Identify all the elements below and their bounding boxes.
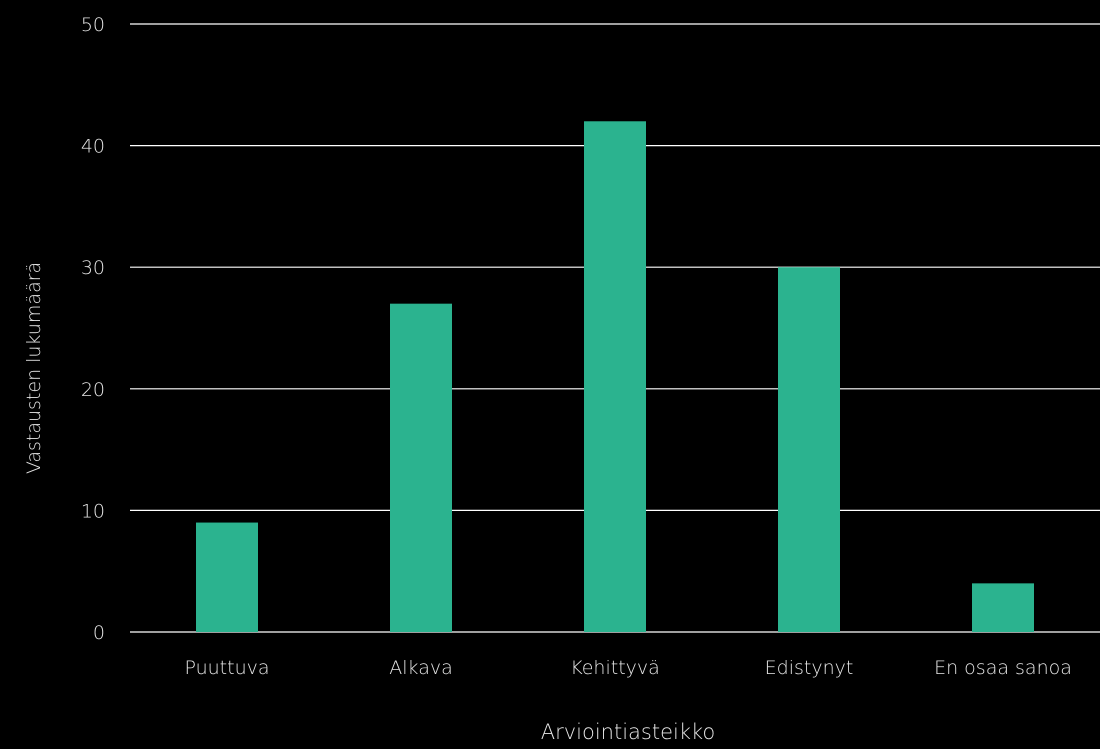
y-tick-label: 40 <box>81 136 105 158</box>
bar-1 <box>196 522 258 632</box>
bar-5 <box>972 583 1034 632</box>
x-tick-label: Alkava <box>389 657 452 679</box>
x-tick-label: En osaa sanoa <box>934 657 1072 679</box>
y-tick-label: 0 <box>93 622 105 644</box>
x-tick-label: Puuttuva <box>184 657 269 679</box>
y-tick-label: 10 <box>81 500 105 522</box>
y-tick-label: 20 <box>81 379 105 401</box>
bars <box>196 121 1034 632</box>
x-tick-labels: Puuttuva Alkava Kehittyvä Edistynyt En osaa … <box>184 657 1071 679</box>
y-tick-labels: 0 10 20 30 40 50 <box>81 14 105 644</box>
y-tick-label: 30 <box>81 257 105 279</box>
y-axis-label: Vastausten lukumäärä <box>23 262 45 474</box>
bar-2 <box>390 303 452 632</box>
x-axis-label: Arviointiasteikko <box>541 720 716 744</box>
bar-3 <box>584 121 646 632</box>
x-tick-label: Kehittyvä <box>570 657 660 679</box>
bar-4 <box>778 267 840 632</box>
y-tick-label: 50 <box>81 14 105 36</box>
x-tick-label: Edistynyt <box>765 657 854 679</box>
